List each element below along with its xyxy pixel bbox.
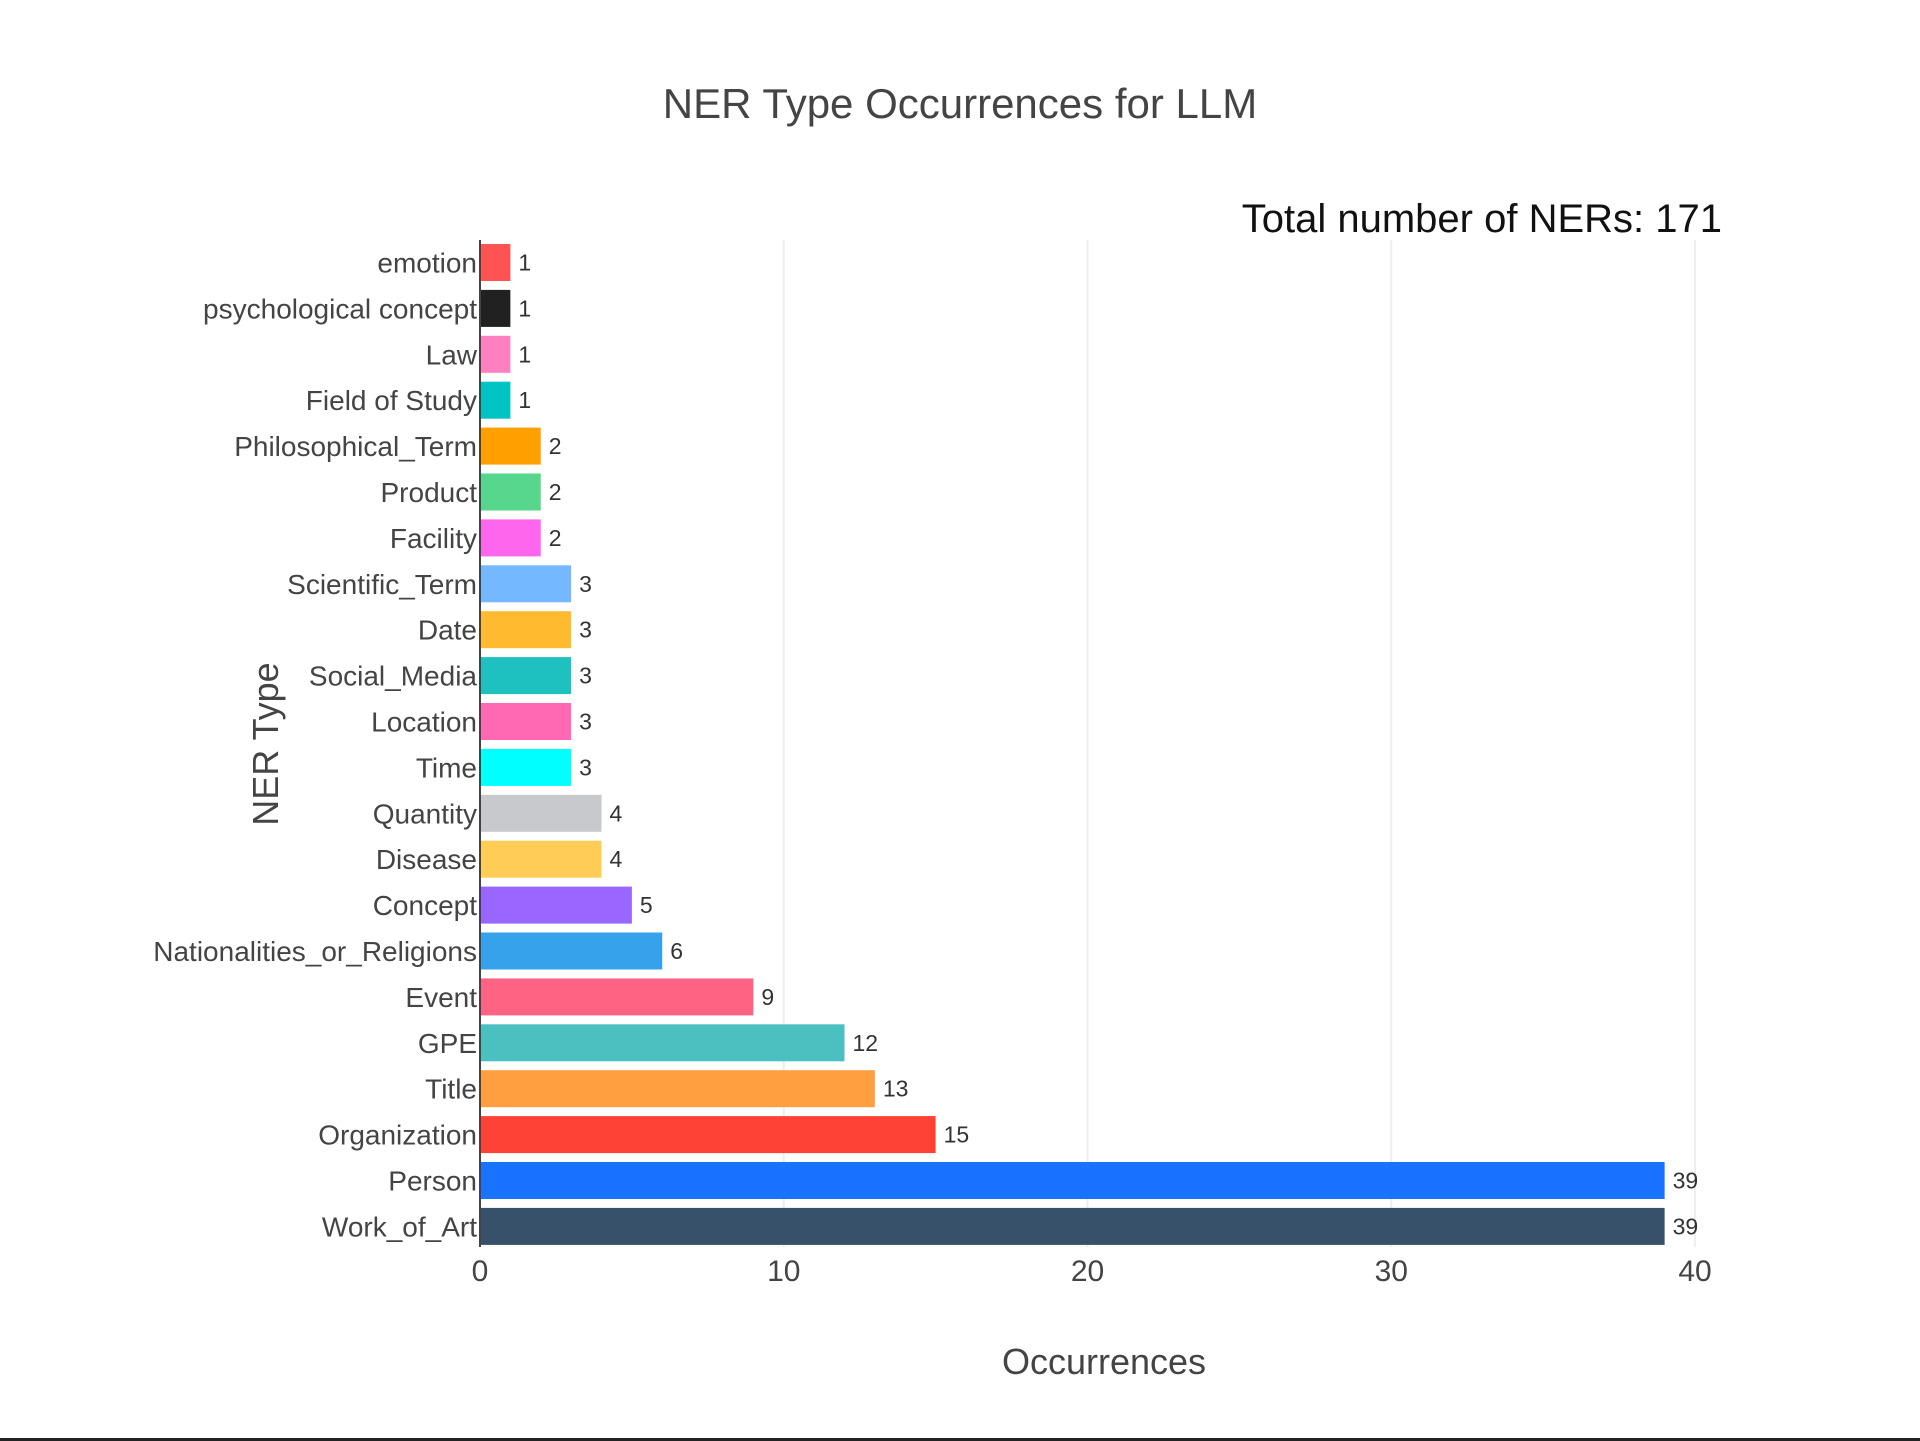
y-tick-label: Title (425, 1074, 477, 1105)
total-annotation: Total number of NERs: 171 (1242, 197, 1722, 241)
data-label: 3 (579, 754, 592, 780)
data-label: 1 (518, 295, 531, 321)
bar (480, 1162, 1665, 1199)
y-tick-label: Scientific_Term (287, 569, 477, 600)
y-tick-label: Field of Study (306, 385, 477, 416)
bottom-border (0, 1438, 1920, 1441)
bar (480, 886, 632, 924)
y-tick-label: Person (388, 1166, 477, 1197)
bar (480, 427, 541, 465)
bar (480, 657, 572, 695)
y-tick-label: Social_Media (309, 661, 478, 692)
bar (480, 703, 572, 740)
data-label: 4 (610, 800, 623, 826)
bar (480, 519, 541, 557)
bar (480, 611, 572, 649)
y-tick-label: Time (416, 752, 477, 783)
x-tick-label: 20 (1071, 1255, 1104, 1288)
y-tick-label: Location (371, 707, 477, 738)
y-tick-label: Date (418, 615, 477, 646)
x-axis-title: Occurrences (1002, 1341, 1206, 1382)
data-label: 2 (549, 479, 562, 505)
data-label: 39 (1673, 1213, 1699, 1239)
y-tick-label: Disease (376, 844, 477, 875)
bar (480, 565, 572, 603)
bar (480, 473, 541, 511)
x-tick-label: 30 (1375, 1255, 1408, 1288)
y-tick-label: GPE (418, 1028, 477, 1059)
chart-title: NER Type Occurrences for LLM (663, 80, 1257, 127)
data-label: 13 (883, 1076, 909, 1102)
y-tick-label: Law (426, 339, 478, 370)
data-label: 6 (670, 938, 683, 964)
bar (480, 1070, 875, 1108)
data-label: 39 (1673, 1168, 1699, 1194)
y-tick-label: psychological concept (203, 293, 477, 324)
data-label: 15 (944, 1122, 970, 1148)
data-label: 3 (579, 571, 592, 597)
bar (480, 289, 511, 327)
y-axis-tick-labels: emotion psychological concept Law Field of … (153, 248, 478, 1243)
bar (480, 794, 602, 832)
data-label: 2 (549, 525, 562, 551)
data-label: 1 (518, 387, 531, 413)
y-tick-label: Concept (373, 890, 478, 921)
bar (480, 978, 754, 1016)
x-axis-tick-labels: 0 10 20 30 40 (472, 1255, 1712, 1288)
data-label: 2 (549, 433, 562, 459)
data-label: 12 (853, 1030, 879, 1056)
bar (480, 1116, 936, 1154)
y-tick-label: Product (381, 477, 478, 508)
bars (480, 244, 1665, 1245)
x-tick-label: 10 (767, 1255, 800, 1288)
grid-lines (782, 240, 1696, 1247)
bar (480, 840, 602, 878)
y-tick-label: Quantity (373, 798, 477, 829)
y-tick-label: Event (405, 982, 477, 1013)
data-label: 3 (579, 663, 592, 689)
data-label: 5 (640, 892, 653, 918)
bar (480, 335, 511, 373)
bar (480, 932, 663, 970)
x-tick-label: 0 (472, 1255, 489, 1288)
bar (480, 1024, 845, 1062)
bar (480, 1207, 1665, 1245)
data-label: 1 (518, 341, 531, 367)
data-label: 9 (761, 984, 774, 1010)
y-tick-label: Philosophical_Term (234, 431, 477, 462)
bar (480, 748, 572, 786)
y-tick-label: Facility (390, 523, 477, 554)
y-tick-label: Work_of_Art (322, 1211, 477, 1242)
bar (480, 244, 511, 281)
bar (480, 381, 511, 419)
y-tick-label: emotion (377, 248, 477, 279)
y-tick-label: Organization (318, 1120, 477, 1151)
y-tick-label: Nationalities_or_Religions (153, 936, 477, 967)
x-tick-label: 40 (1678, 1255, 1711, 1288)
data-label: 3 (579, 617, 592, 643)
data-label: 4 (610, 846, 623, 872)
data-label: 1 (518, 250, 531, 276)
data-label: 3 (579, 709, 592, 735)
y-axis-title: NER Type (245, 662, 286, 825)
